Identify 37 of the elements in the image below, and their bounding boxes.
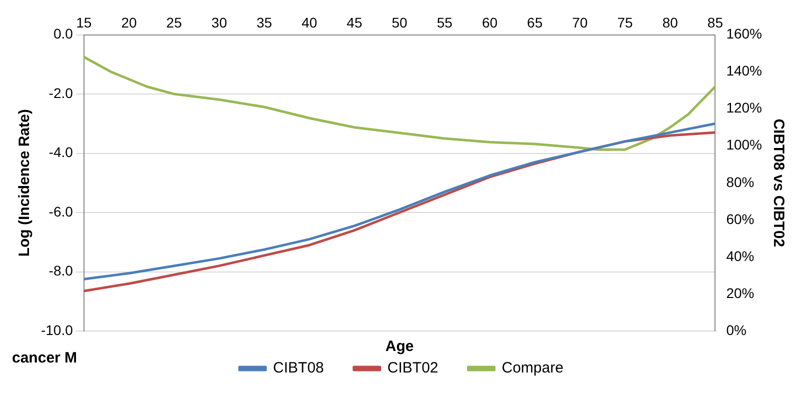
x-tick-label: 65 <box>527 14 543 30</box>
x-tick-label: 80 <box>662 14 678 30</box>
y-tick-label: -6.0 <box>48 203 74 220</box>
y-tick-label: -10.0 <box>40 322 74 338</box>
x-tick-label: 55 <box>436 14 453 30</box>
y2-tick-label: 0% <box>726 322 746 338</box>
y2-tick-label: 100% <box>726 136 762 153</box>
x-axis-title: Age <box>385 338 414 356</box>
x-tick-label: 50 <box>392 14 408 30</box>
x-tick-label: 75 <box>617 14 634 30</box>
x-tick-label: 40 <box>302 14 318 30</box>
y2-tick-label: 60% <box>726 210 754 227</box>
x-tick-label: 45 <box>346 14 362 30</box>
y-tick-label: -4.0 <box>48 144 74 160</box>
y2-tick-label: 40% <box>726 248 754 264</box>
y-tick-label: -8.0 <box>48 262 74 279</box>
x-tick-label: 20 <box>121 14 137 30</box>
text: cancer M <box>12 350 78 367</box>
y2-tick-label: 20% <box>726 284 754 301</box>
y-axis-title: Log (Incidence Rate) <box>16 109 34 257</box>
x-tick-label: 15 <box>76 14 92 30</box>
y-tick-label: 0.0 <box>53 26 74 42</box>
y-tick-label: -2.0 <box>48 84 74 101</box>
x-tick-label: 70 <box>572 14 588 30</box>
y2-tick-label: 160% <box>726 26 762 42</box>
x-tick-label: 60 <box>482 14 498 30</box>
x-tick-label: 85 <box>707 14 724 30</box>
y2-tick-label: 120% <box>726 100 762 116</box>
x-tick-label: 30 <box>211 14 228 30</box>
y2-axis-title: CIBT08 vs CIBT02 <box>770 118 787 248</box>
x-tick-label: 35 <box>256 14 272 30</box>
legend-label: CIBT08 <box>273 360 324 377</box>
y2-tick-label: 80% <box>726 174 754 190</box>
legend-label: Compare <box>502 360 564 377</box>
x-tick-label: 25 <box>166 14 182 30</box>
y2-tick-label: 140% <box>726 62 762 79</box>
legend-label: CIBT02 <box>387 360 438 377</box>
